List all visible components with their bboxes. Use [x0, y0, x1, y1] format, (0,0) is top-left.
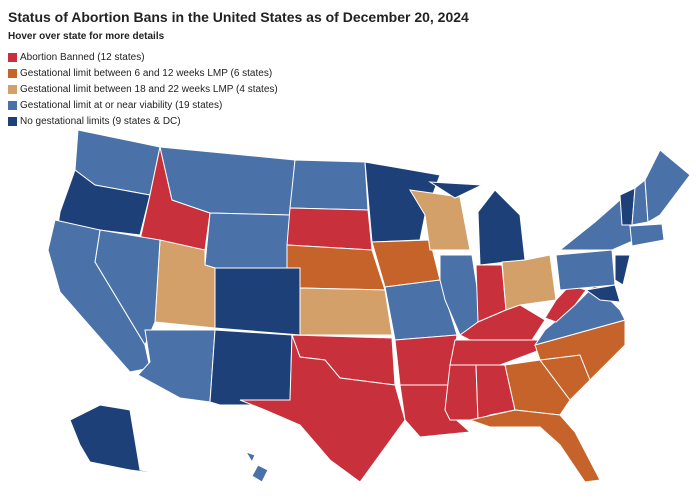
legend-swatch: [8, 68, 17, 78]
state[interactable]: [286, 244, 386, 291]
legend-swatch: [8, 52, 17, 62]
legend-label: No gestational limits (9 states & DC): [20, 115, 181, 127]
state[interactable]: [364, 161, 441, 243]
legend-swatch: [8, 100, 17, 110]
state[interactable]: [477, 189, 526, 266]
state[interactable]: [214, 267, 301, 336]
legend-label: Gestational limit at or near viability (…: [20, 99, 223, 111]
state[interactable]: [629, 223, 665, 247]
state[interactable]: [286, 207, 373, 251]
state[interactable]: [299, 287, 393, 336]
legend-swatch: [8, 84, 17, 94]
legend-item: Gestational limit between 18 and 22 week…: [8, 81, 278, 97]
state[interactable]: [555, 249, 616, 291]
state[interactable]: [468, 409, 601, 483]
state[interactable]: [204, 212, 291, 269]
legend-label: Abortion Banned (12 states): [20, 51, 145, 63]
state[interactable]: [244, 451, 256, 464]
state[interactable]: [428, 181, 484, 199]
legend-item: Gestational limit at or near viability (…: [8, 97, 278, 113]
legend-label: Gestational limit between 6 and 12 weeks…: [20, 67, 273, 79]
legend-swatch: [8, 116, 17, 126]
legend-item: Abortion Banned (12 states): [8, 49, 278, 65]
state[interactable]: [394, 334, 458, 386]
legend-item: No gestational limits (9 states & DC): [8, 113, 278, 129]
legend-item: Gestational limit between 6 and 12 weeks…: [8, 65, 278, 81]
state[interactable]: [644, 149, 691, 223]
state[interactable]: [69, 404, 177, 477]
state[interactable]: [209, 329, 293, 406]
state[interactable]: [449, 339, 546, 366]
state[interactable]: [584, 284, 621, 303]
legend-label: Gestational limit between 18 and 22 week…: [20, 83, 278, 95]
state[interactable]: [137, 329, 216, 403]
state[interactable]: [239, 334, 406, 483]
state[interactable]: [289, 159, 369, 211]
subtitle: Hover over state for more details: [8, 31, 165, 42]
state[interactable]: [251, 464, 269, 483]
state[interactable]: [504, 359, 571, 416]
legend: Abortion Banned (12 states) Gestational l…: [8, 49, 278, 129]
state[interactable]: [614, 254, 631, 286]
state[interactable]: [501, 254, 557, 311]
state[interactable]: [444, 364, 479, 421]
title: Status of Abortion Bans in the United St…: [8, 9, 469, 25]
